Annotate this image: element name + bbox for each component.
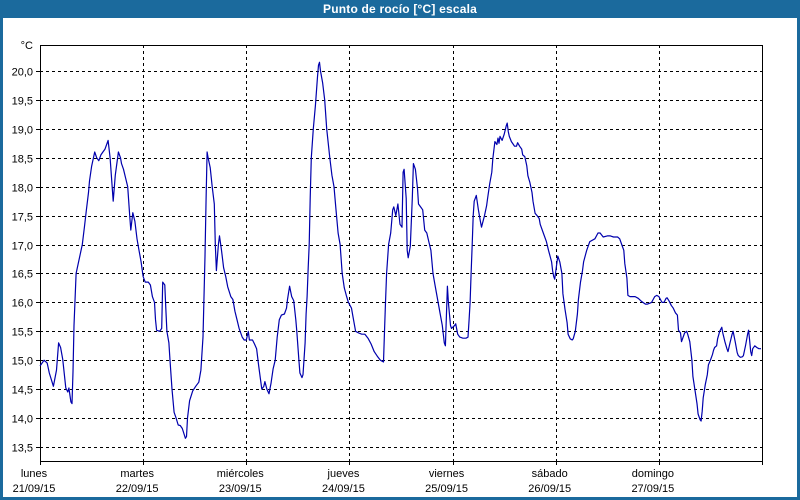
x-date-label: 22/09/15 [116,483,159,495]
y-tick-label: 13,5 [12,443,33,455]
x-day-label: domingo [632,468,674,480]
y-tick-label: 14,5 [12,385,33,397]
x-date-label: 25/09/15 [425,483,468,495]
y-tick-label: 19,5 [12,96,33,108]
y-tick-label: 18,5 [12,154,33,166]
y-tick-label: 14,0 [12,414,33,426]
x-day-label: jueves [327,468,360,480]
y-tick-label: 15,5 [12,327,33,339]
x-date-label: 27/09/15 [631,483,674,495]
x-date-label: 26/09/15 [528,483,571,495]
y-tick-label: 19,0 [12,125,33,137]
x-day-label: lunes [21,468,48,480]
plot-frame [40,45,763,462]
x-day-label: martes [120,468,154,480]
y-tick-label: 20,0 [12,67,33,79]
y-tick-label: 16,0 [12,298,33,310]
y-tick-label: 16,5 [12,269,33,281]
x-date-label: 21/09/15 [13,483,56,495]
chart-background [3,18,797,497]
y-tick-label: 17,0 [12,241,33,253]
x-day-label: viernes [429,468,465,480]
y-axis-unit-label: °C [21,40,33,52]
window-title: Punto de rocío [°C] escala [322,2,478,16]
x-date-label: 24/09/15 [322,483,365,495]
x-day-label: sábado [532,468,568,480]
y-tick-label: 17,5 [12,212,33,224]
dew-point-line [39,61,761,439]
y-tick-label: 18,0 [12,183,33,195]
window-titlebar: Punto de rocío [°C] escala [0,0,800,18]
y-tick-label: 15,0 [12,356,33,368]
x-day-label: miércoles [217,468,265,480]
x-date-label: 23/09/15 [219,483,262,495]
